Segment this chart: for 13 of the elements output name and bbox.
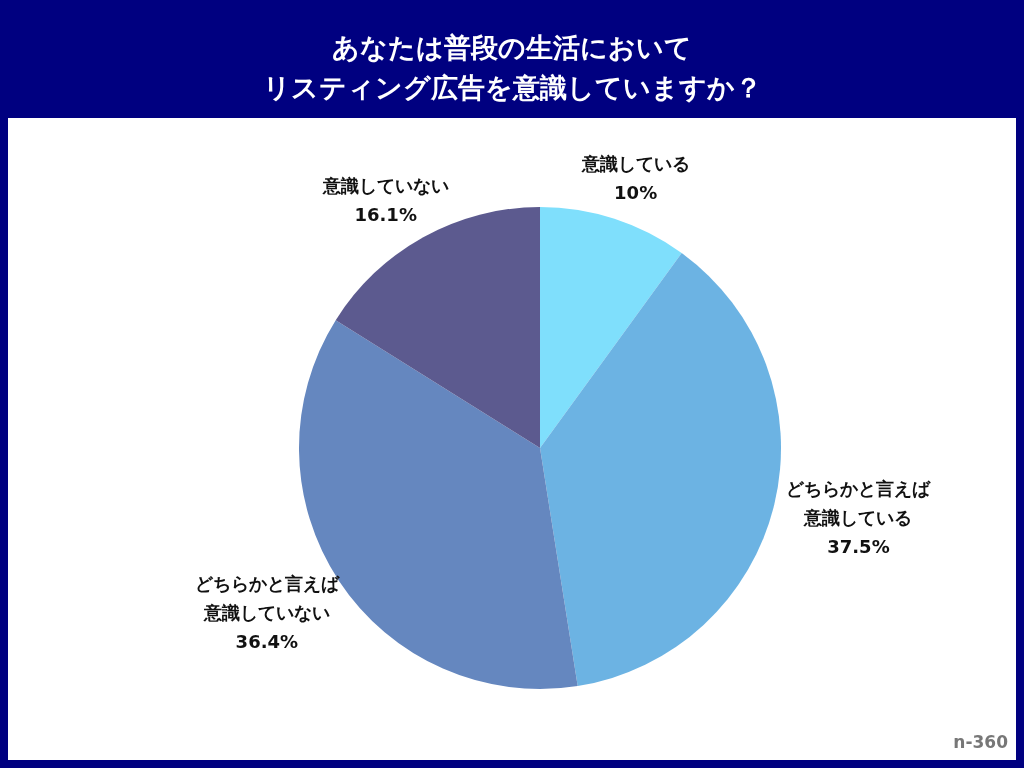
pie-slice [540, 253, 781, 687]
slice-label: 意識していない [321, 174, 449, 196]
pie-slice [540, 207, 682, 448]
slice-label: 意識している [580, 152, 690, 174]
slice-label: どちらかと言えば意識していない [194, 573, 340, 624]
pie-slice [335, 207, 540, 448]
data-label: 10% [614, 181, 658, 203]
text: n-360 [953, 732, 1009, 752]
data-label: 16.1% [354, 203, 417, 225]
data-label: 37.5% [827, 536, 890, 558]
slice-label: どちらかと言えば意識している [786, 478, 932, 529]
chart-title: あなたは普段の生活においてリスティング広告を意識していますか？ [262, 31, 762, 103]
data-label: 36.4% [235, 631, 299, 653]
